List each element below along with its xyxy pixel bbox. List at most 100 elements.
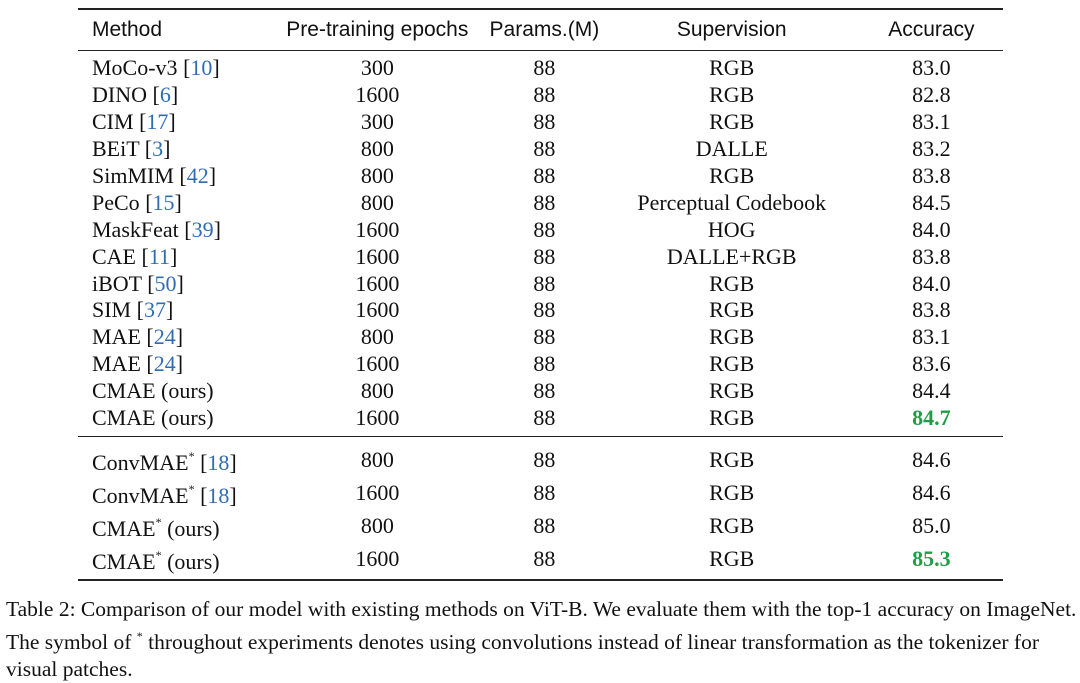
cell-accuracy: 83.8 — [912, 297, 951, 323]
cell-accuracy: 84.4 — [912, 378, 951, 404]
cell-supervision: RGB — [709, 378, 755, 404]
cell-method: CMAE (ours) — [78, 404, 270, 438]
method-name: CMAE (ours) — [92, 378, 214, 404]
table-row: MaskFeat [39] 1600 88 HOG 84.0 — [78, 216, 1003, 243]
conv-star-marker: * — [188, 482, 195, 497]
cell-method: MaskFeat [39] — [92, 216, 221, 242]
cell-supervision: RGB — [709, 324, 755, 350]
method-name: iBOT — [92, 270, 142, 296]
cell-method: SIM [37] — [92, 297, 174, 323]
header-accuracy: Accuracy — [859, 8, 1003, 51]
method-name: CMAE (ours) — [92, 405, 214, 431]
citation-link[interactable]: 24 — [153, 324, 176, 350]
cell-supervision: RGB — [709, 512, 755, 538]
table-row: ConvMAE* [18] 800 88 RGB 84.6 — [78, 437, 1003, 477]
method-name: CMAE — [92, 549, 156, 575]
cell-params: 88 — [533, 512, 556, 538]
citation-link[interactable]: 50 — [154, 270, 177, 296]
cell-epochs: 1600 — [355, 297, 400, 323]
method-name: DINO — [92, 82, 147, 108]
citation-link[interactable]: 42 — [186, 163, 209, 188]
cell-epochs: 300 — [360, 109, 394, 135]
cell-method: iBOT [50] — [92, 270, 184, 296]
table-row: SIM [37] 1600 88 RGB 83.8 — [78, 297, 1003, 324]
table-caption: Table 2: Comparison of our model with ex… — [6, 596, 1078, 683]
cell-method: CMAE (ours) — [78, 378, 270, 405]
citation-link[interactable]: 18 — [207, 450, 230, 476]
cell-supervision: RGB — [603, 542, 860, 582]
citation-link[interactable]: 3 — [152, 136, 164, 162]
citation-link[interactable]: 24 — [153, 351, 176, 377]
cell-accuracy: 85.0 — [912, 512, 951, 538]
table-row: CAE [11] 1600 88 DALLE+RGB 83.8 — [78, 243, 1003, 270]
citation-link[interactable]: 10 — [190, 55, 213, 81]
cell-method: CMAE* (ours) — [78, 542, 270, 582]
cell-epochs: 800 — [360, 189, 394, 215]
cell-accuracy: 83.0 — [912, 55, 951, 81]
table-row: CMAE* (ours) 800 88 RGB 85.0 — [78, 509, 1003, 542]
table-row: PeCo [15] 800 88 Perceptual Codebook 84.5 — [78, 189, 1003, 216]
table-row: CMAE (ours) 1600 88 RGB 84.7 — [78, 404, 1003, 438]
caption-star: * — [136, 629, 143, 643]
method-suffix: (ours) — [167, 549, 220, 575]
table-row: MAE [24] 1600 88 RGB 83.6 — [78, 351, 1003, 378]
cell-params: 88 — [533, 324, 556, 350]
method-name: SIM — [92, 297, 132, 323]
citation-link[interactable]: 11 — [148, 243, 171, 269]
cell-supervision: RGB — [709, 479, 755, 505]
table-row: CMAE (ours) 800 88 RGB 84.4 — [78, 378, 1003, 405]
method-name: BEiT — [92, 136, 140, 162]
conv-star-marker: * — [155, 548, 162, 563]
table-row: MoCo-v3 [10] 300 88 RGB 83.0 — [78, 51, 1003, 82]
cell-params: 88 — [533, 270, 556, 296]
cell-epochs: 1600 — [355, 351, 400, 377]
citation-link[interactable]: 39 — [191, 216, 214, 242]
table-row: DINO [6] 1600 88 RGB 82.8 — [78, 82, 1003, 109]
cell-params: 88 — [533, 163, 556, 188]
cell-method: MAE [24] — [92, 351, 184, 377]
table-row: ConvMAE* [18] 1600 88 RGB 84.6 — [78, 476, 1003, 509]
conv-star-marker: * — [188, 449, 195, 464]
cell-accuracy: 84.0 — [912, 270, 951, 296]
table-row: BEiT [3] 800 88 DALLE 83.2 — [78, 136, 1003, 163]
method-name: SimMIM — [92, 163, 174, 188]
cell-params: 88 — [533, 189, 556, 215]
citation-link[interactable]: 37 — [143, 297, 166, 323]
caption-text-start: Table 2: Comparison of our model with ex… — [6, 597, 1077, 654]
header-method: Method — [78, 8, 270, 51]
method-name: CAE — [92, 243, 136, 269]
cell-accuracy: 84.0 — [912, 216, 951, 242]
cell-params: 88 — [533, 297, 556, 323]
table-row: CIM [17] 300 88 RGB 83.1 — [78, 109, 1003, 136]
cell-epochs: 1600 — [355, 216, 400, 242]
cell-accuracy: 84.5 — [912, 189, 951, 215]
citation-link[interactable]: 15 — [152, 189, 175, 215]
cell-supervision: RGB — [709, 82, 755, 108]
cell-epochs: 1600 — [269, 542, 486, 582]
cell-epochs: 1600 — [269, 404, 486, 438]
table-row: MAE [24] 800 88 RGB 83.1 — [78, 324, 1003, 351]
cell-method: MoCo-v3 [10] — [92, 55, 220, 81]
citation-link[interactable]: 6 — [159, 82, 171, 108]
cell-supervision: RGB — [709, 270, 755, 296]
conv-star-marker: * — [155, 515, 162, 530]
cell-epochs: 1600 — [355, 243, 400, 269]
cell-method: MAE [24] — [92, 324, 184, 350]
method-name: PeCo — [92, 189, 140, 215]
header-supervision: Supervision — [603, 8, 860, 51]
cell-accuracy: 83.8 — [912, 163, 951, 188]
cell-supervision: RGB — [709, 297, 755, 323]
method-name: ConvMAE — [92, 450, 189, 476]
cell-accuracy: 83.1 — [912, 324, 951, 350]
cell-accuracy: 84.7 — [859, 404, 1003, 438]
cell-supervision: DALLE — [695, 136, 768, 162]
cell-method: SimMIM [42] — [92, 163, 217, 188]
cell-params: 88 — [533, 216, 556, 242]
citation-link[interactable]: 18 — [207, 483, 230, 509]
cell-params: 88 — [533, 351, 556, 377]
cell-supervision: RGB — [709, 351, 755, 377]
cell-accuracy: 83.8 — [912, 243, 951, 269]
citation-link[interactable]: 17 — [146, 109, 169, 135]
cell-params: 88 — [533, 446, 556, 472]
